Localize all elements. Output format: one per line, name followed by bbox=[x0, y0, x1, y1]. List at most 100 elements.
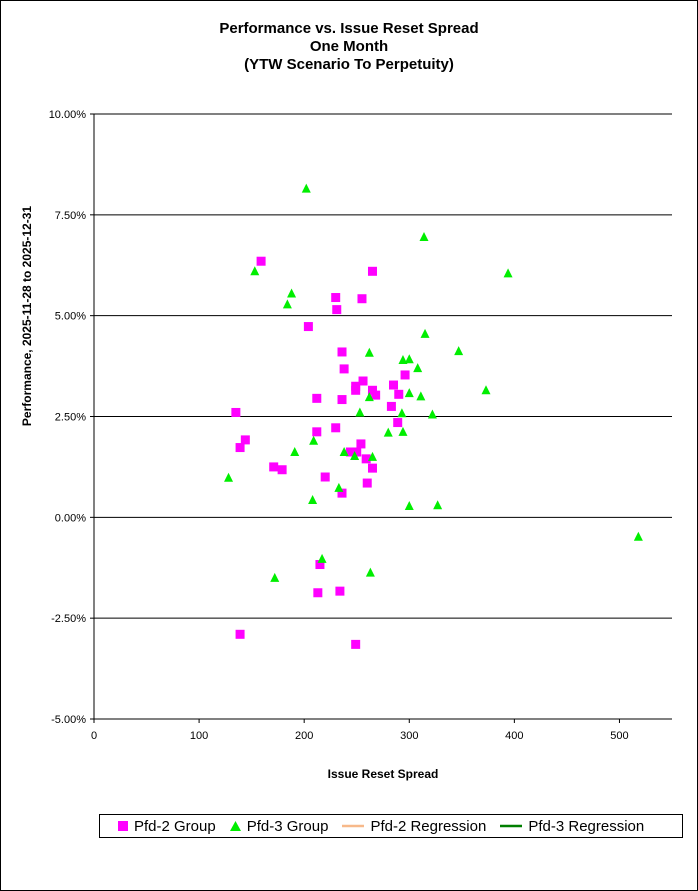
pfd3-point bbox=[419, 232, 429, 242]
pfd3-point bbox=[301, 183, 311, 193]
pfd2-point bbox=[357, 294, 367, 304]
pfd3-point bbox=[308, 494, 318, 504]
pfd2-point bbox=[303, 322, 313, 332]
pfd3-point bbox=[287, 288, 297, 298]
pfd3-point bbox=[365, 567, 375, 577]
y-tick-label: 2.50% bbox=[55, 412, 86, 424]
y-axis-title: Performance, 2025-11-28 to 2025-12-31 bbox=[20, 205, 34, 427]
pfd3-point bbox=[503, 268, 513, 278]
pfd3-point bbox=[427, 409, 437, 419]
pfd2-point bbox=[312, 393, 322, 403]
pfd2-point bbox=[352, 447, 362, 457]
x-tick-label: 200 bbox=[295, 730, 313, 742]
pfd3-point bbox=[420, 328, 430, 338]
y-tick-label: -2.50% bbox=[51, 613, 86, 625]
x-tick-label: 400 bbox=[505, 730, 523, 742]
chart-title: Performance vs. Issue Reset Spread bbox=[219, 20, 479, 37]
pfd2-point bbox=[240, 435, 250, 445]
x-tick-label: 500 bbox=[610, 730, 628, 742]
pfd2-point bbox=[371, 390, 381, 400]
pfd2-point bbox=[235, 629, 245, 639]
pfd2-point bbox=[339, 364, 349, 374]
pfd2-point bbox=[256, 256, 266, 266]
y-tick-label: 7.50% bbox=[55, 210, 86, 222]
pfd3-point bbox=[364, 392, 374, 402]
square-marker-icon bbox=[118, 821, 128, 831]
pfd3-point bbox=[398, 355, 408, 365]
pfd3-point bbox=[404, 354, 414, 364]
pfd3-point bbox=[282, 299, 292, 309]
triangle-marker-icon bbox=[229, 821, 241, 831]
pfd2-point bbox=[351, 639, 361, 649]
pfd3-point bbox=[404, 501, 414, 511]
pfd2-point bbox=[331, 293, 341, 303]
pfd3-point bbox=[367, 451, 377, 461]
x-tick-label: 0 bbox=[91, 730, 97, 742]
legend-label: Pfd-3 Group bbox=[246, 817, 329, 835]
pfd2-point bbox=[320, 472, 330, 482]
pfd3-point bbox=[250, 266, 260, 276]
pfd3-point bbox=[383, 427, 393, 437]
pfd3-point bbox=[398, 426, 408, 436]
x-tick-label: 300 bbox=[400, 730, 418, 742]
pfd3-point bbox=[270, 572, 280, 582]
y-tick-label: 0.00% bbox=[55, 512, 86, 524]
legend-label: Pfd-2 Regression bbox=[370, 817, 487, 835]
pfd2-point bbox=[313, 588, 323, 598]
pfd2-point bbox=[337, 488, 347, 498]
pfd2-point bbox=[315, 560, 325, 570]
legend-item-pfd3-group: Pfd-3 Group bbox=[229, 817, 329, 835]
pfd3-point bbox=[317, 553, 327, 563]
pfd2-point bbox=[337, 395, 347, 405]
chart-scenario-title: (YTW Scenario To Perpetuity) bbox=[244, 56, 454, 73]
pfd3-point bbox=[355, 407, 365, 417]
x-tick-label: 100 bbox=[190, 730, 208, 742]
pfd2-point bbox=[389, 380, 399, 390]
pfd2-point bbox=[277, 465, 287, 475]
pfd2-point bbox=[312, 427, 322, 437]
pfd2-point bbox=[386, 401, 396, 411]
pfd3-point bbox=[433, 500, 443, 510]
legend: Pfd-2 Group Pfd-3 Group Pfd-2 Regression… bbox=[99, 814, 683, 838]
pfd3-point bbox=[350, 451, 360, 461]
pfd2-point bbox=[367, 266, 377, 276]
y-tick-label: 10.00% bbox=[49, 109, 87, 121]
y-tick-label: 5.00% bbox=[55, 311, 86, 323]
pfd3-point bbox=[364, 347, 374, 357]
pfd2-point bbox=[358, 376, 368, 386]
pfd3-point bbox=[404, 388, 414, 398]
pfd3-point bbox=[339, 446, 349, 456]
pfd3-point bbox=[334, 482, 344, 492]
legend-item-pfd3-regression: Pfd-3 Regression bbox=[500, 818, 644, 835]
pfd3-point bbox=[397, 408, 407, 418]
pfd2-point bbox=[351, 385, 361, 395]
pfd2-point bbox=[231, 407, 241, 417]
legend-label: Pfd-3 Regression bbox=[528, 817, 645, 835]
chart-subtitle: One Month bbox=[309, 38, 389, 55]
pfd2-point bbox=[331, 423, 341, 433]
pfd2-point bbox=[362, 478, 372, 488]
pfd2-point bbox=[269, 462, 279, 472]
pfd2-point bbox=[400, 370, 410, 380]
pfd3-point bbox=[309, 435, 319, 445]
x-axis-title: Issue Reset Spread bbox=[327, 767, 439, 781]
pfd2-point bbox=[394, 389, 404, 399]
pfd2-point bbox=[335, 586, 345, 596]
pfd2-point bbox=[356, 439, 366, 449]
pfd2-point bbox=[337, 347, 347, 357]
legend-item-pfd2-group: Pfd-2 Group bbox=[118, 818, 216, 835]
pfd3-point bbox=[633, 531, 643, 541]
pfd3-point bbox=[454, 346, 464, 356]
pfd2-point bbox=[235, 443, 245, 453]
legend-label: Pfd-2 Group bbox=[134, 817, 216, 835]
pfd3-point bbox=[416, 391, 426, 401]
pfd2-point bbox=[367, 463, 377, 473]
pfd2-point bbox=[393, 418, 403, 428]
y-tick-label: -5.00% bbox=[51, 714, 86, 726]
pfd3-point bbox=[224, 472, 234, 482]
line-marker-icon bbox=[500, 824, 523, 828]
pfd3-point bbox=[481, 385, 491, 395]
pfd2-point bbox=[367, 385, 377, 395]
pfd2-point bbox=[332, 305, 342, 315]
